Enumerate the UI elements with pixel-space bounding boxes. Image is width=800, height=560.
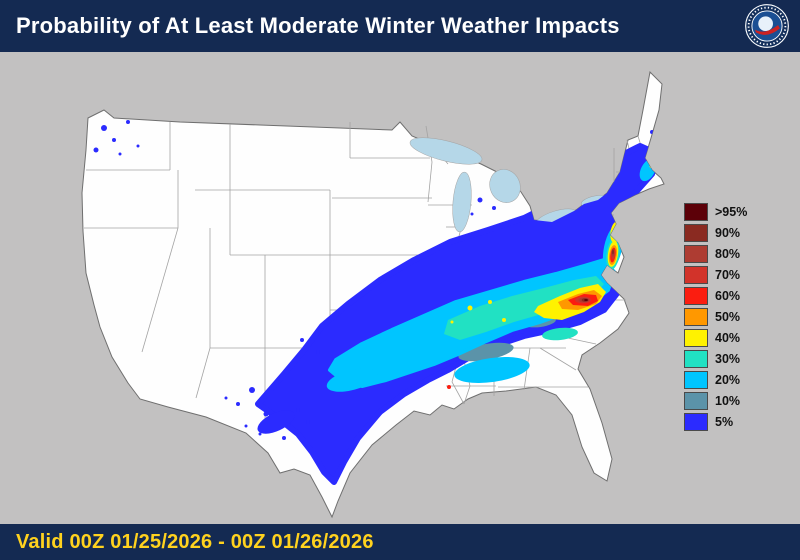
legend-item: 30% — [684, 350, 747, 368]
legend-item: 90% — [684, 224, 747, 242]
prob-5-speckles — [93, 120, 654, 440]
legend-swatch — [684, 350, 708, 368]
legend-label: 5% — [715, 415, 734, 429]
legend-label: 90% — [715, 226, 741, 240]
legend-item: 5% — [684, 413, 747, 431]
legend-swatch — [684, 266, 708, 284]
valid-time-text: Valid 00Z 01/25/2026 - 00Z 01/26/2026 — [16, 530, 374, 553]
legend-label: 80% — [715, 247, 741, 261]
lake-huron — [489, 169, 521, 203]
legend-label: 30% — [715, 352, 741, 366]
logo-bird-icon — [755, 25, 780, 35]
legend-swatch — [684, 392, 708, 410]
legend-swatch — [684, 224, 708, 242]
legend-item: >95% — [684, 203, 747, 221]
header-bar: Probability of At Least Moderate Winter … — [0, 0, 800, 52]
map-area — [0, 52, 800, 524]
lake-superior — [409, 137, 483, 165]
legend-swatch — [684, 203, 708, 221]
legend-label: >95% — [715, 205, 748, 219]
legend-label: 70% — [715, 268, 741, 282]
legend-item: 40% — [684, 329, 747, 347]
legend-label: 10% — [715, 394, 741, 408]
lake-michigan — [452, 171, 472, 233]
legend-item: 70% — [684, 266, 747, 284]
footer-bar: Valid 00Z 01/25/2026 - 00Z 01/26/2026 — [0, 524, 800, 560]
nws-logo — [744, 3, 790, 49]
legend-item: 50% — [684, 308, 747, 326]
logo-ring-text — [747, 6, 787, 46]
legend-label: 20% — [715, 373, 741, 387]
legend-label: 40% — [715, 331, 741, 345]
legend-label: 50% — [715, 310, 741, 324]
legend: >95% 90% 80% 70% 60% 50% 40% 30% 20% 10% 5% — [684, 203, 747, 431]
legend-item: 10% — [684, 392, 747, 410]
logo-globe — [758, 16, 773, 32]
legend-label: 60% — [715, 289, 741, 303]
legend-item: 80% — [684, 245, 747, 263]
legend-swatch — [684, 413, 708, 431]
legend-swatch — [684, 329, 708, 347]
page-title: Probability of At Least Moderate Winter … — [16, 13, 620, 38]
legend-swatch — [684, 245, 708, 263]
legend-item: 60% — [684, 287, 747, 305]
legend-swatch — [684, 371, 708, 389]
legend-swatch — [684, 287, 708, 305]
legend-swatch — [684, 308, 708, 326]
prob-95-core — [584, 299, 588, 301]
legend-item: 20% — [684, 371, 747, 389]
us-probability-map — [0, 52, 800, 524]
probability-overlay — [93, 120, 661, 485]
